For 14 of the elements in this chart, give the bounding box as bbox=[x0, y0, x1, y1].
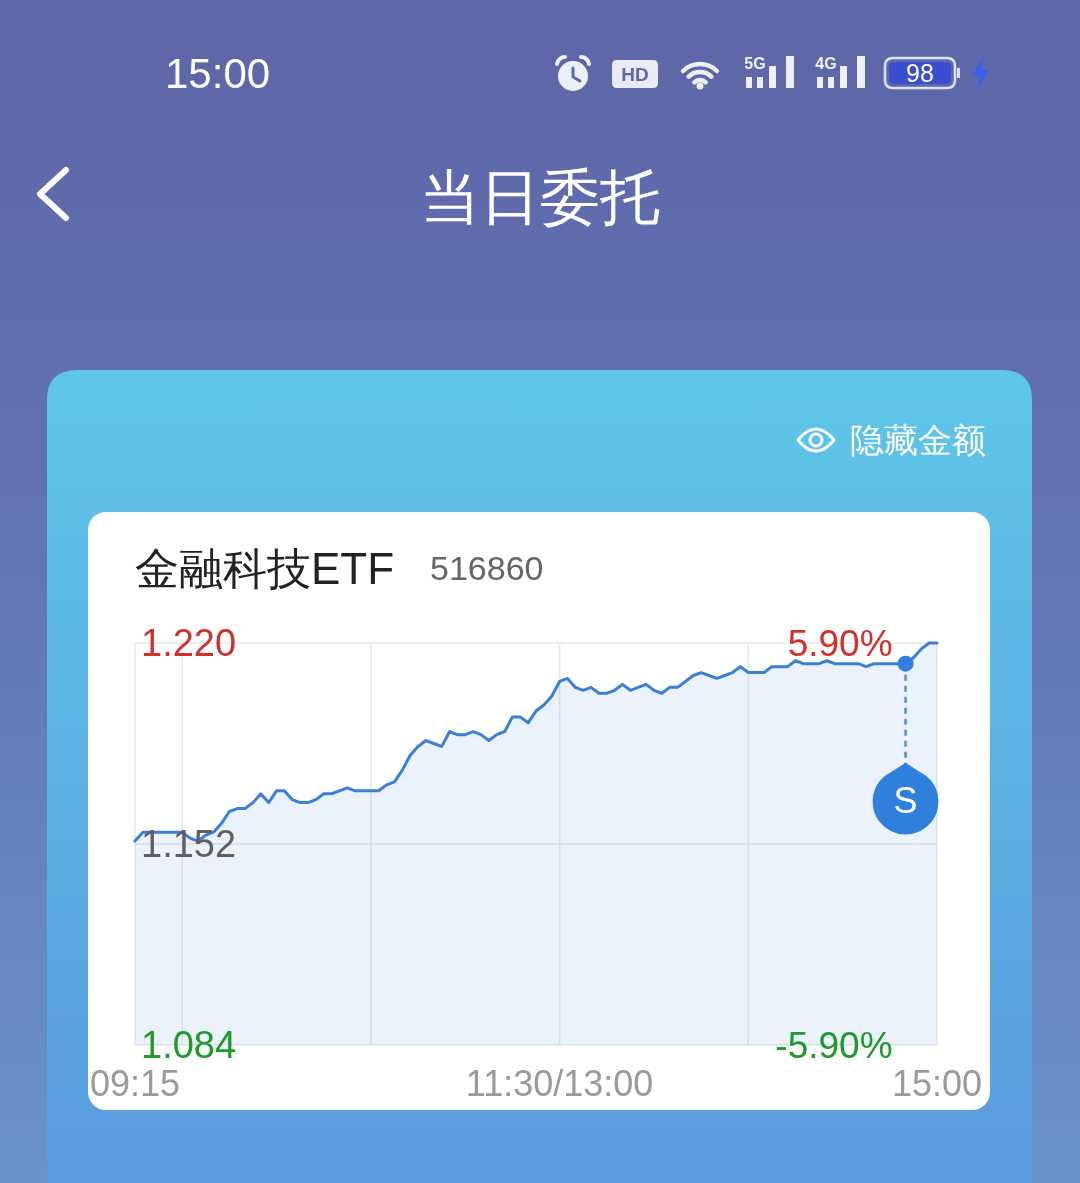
series-name: S bbox=[893, 780, 918, 822]
y-tick-label: 1.220 bbox=[141, 622, 237, 664]
status-battery: 98 bbox=[906, 59, 934, 87]
status-hd: HD bbox=[621, 63, 649, 85]
x-tick-label: 15:00 bbox=[891, 1062, 983, 1104]
y-tick-label: 1.152 bbox=[141, 823, 237, 865]
status-time: 15:00 bbox=[165, 49, 271, 97]
chart-subtitle: 516860 bbox=[430, 549, 544, 587]
chart-title: 金融科技ETF bbox=[135, 543, 395, 593]
hide-amount: 隐藏金额 bbox=[850, 421, 986, 459]
y2-tick-label: 5.90% bbox=[787, 622, 893, 664]
page-title: 当日委托 bbox=[420, 163, 660, 231]
y2-tick-label: -5.90% bbox=[775, 1024, 893, 1066]
x-tick-label: 11:30/13:00 bbox=[465, 1062, 654, 1104]
